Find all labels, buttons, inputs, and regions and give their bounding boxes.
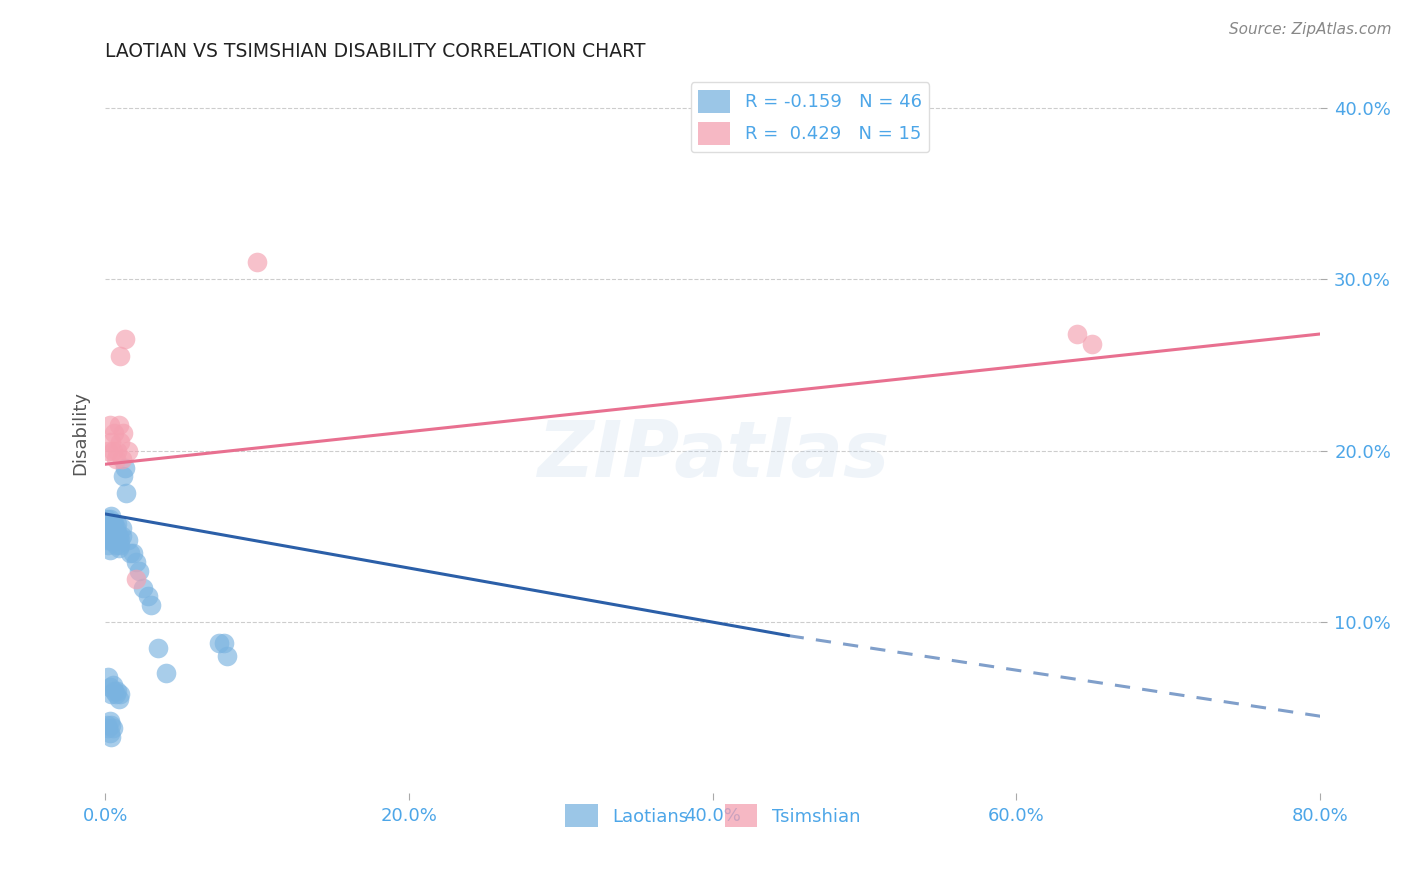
Point [111,529,134,543]
Point [96,512,118,526]
Point [110,349,132,363]
Point [97,670,120,684]
Point [100,521,122,535]
Point [246,255,269,269]
Point [101,534,124,549]
Point [103,516,125,530]
Point [97,443,120,458]
Point [98,543,121,558]
Point [215,649,238,664]
Point [100,529,122,543]
Point [103,524,125,538]
Point [139,598,162,612]
Point [111,452,134,467]
Point [98,417,121,432]
Point [100,687,122,701]
Point [148,640,170,655]
Point [101,516,124,530]
Point [208,635,231,649]
Point [128,564,150,578]
Point [104,538,127,552]
Point [98,512,121,526]
Point [1081,337,1104,351]
Point [121,546,143,560]
Point [108,541,131,556]
Point [104,452,127,467]
Point [112,426,135,441]
Point [101,678,124,692]
Point [117,533,139,547]
Point [97,721,120,735]
Point [98,680,121,694]
Point [108,417,131,432]
Point [136,589,159,603]
Point [110,533,132,547]
Point [108,529,131,543]
Point [98,521,121,535]
Point [103,426,125,441]
Point [104,521,127,535]
Point [105,533,128,547]
Point [98,726,121,740]
Point [104,529,127,543]
Point [105,683,128,698]
Point [100,718,122,732]
Point [105,517,128,532]
Point [212,635,235,649]
Text: ZIPatlas: ZIPatlas [537,417,889,493]
Point [110,538,132,552]
Point [101,443,124,458]
Point [155,666,177,681]
Point [105,443,128,458]
Point [100,730,122,744]
Point [100,434,122,449]
Point [96,718,118,732]
Point [115,486,138,500]
Point [100,508,122,523]
Point [132,581,155,595]
Point [124,572,146,586]
Point [114,332,136,346]
Text: LAOTIAN VS TSIMSHIAN DISABILITY CORRELATION CHART: LAOTIAN VS TSIMSHIAN DISABILITY CORRELAT… [105,42,645,61]
Point [97,538,120,552]
Point [94,521,117,535]
Point [114,460,136,475]
Point [96,533,118,547]
Point [104,687,127,701]
Text: Source: ZipAtlas.com: Source: ZipAtlas.com [1229,22,1392,37]
Point [101,721,124,735]
Point [110,687,132,701]
Y-axis label: Disability: Disability [72,392,89,475]
Point [118,546,141,560]
Point [117,443,139,458]
Point [97,521,120,535]
Point [111,521,134,535]
Point [124,555,146,569]
Point [112,469,135,483]
Point [98,714,121,729]
Point [1066,326,1088,341]
Point [101,525,124,540]
Point [105,525,128,540]
Point [108,692,131,706]
Point [103,683,125,698]
Point [98,533,121,547]
Point [103,533,125,547]
Point [110,434,132,449]
Legend: Laotians, Tsimshian: Laotians, Tsimshian [558,797,868,835]
